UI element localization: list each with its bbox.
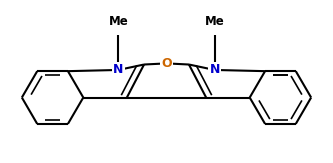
Text: Me: Me — [109, 15, 128, 28]
Text: Me: Me — [205, 15, 224, 28]
Text: N: N — [209, 63, 220, 76]
Text: N: N — [113, 63, 124, 76]
Text: O: O — [161, 57, 172, 70]
